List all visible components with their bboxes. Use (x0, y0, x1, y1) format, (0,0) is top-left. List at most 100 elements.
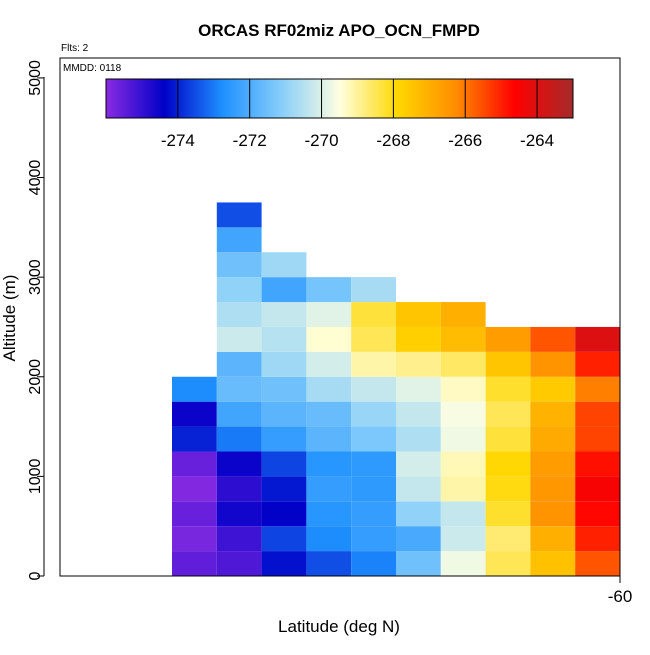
heatmap-cell (306, 326, 352, 352)
heatmap-cell (530, 401, 576, 427)
heatmap-cell (396, 326, 441, 352)
heatmap-cell (216, 526, 262, 552)
heatmap-cells (172, 202, 620, 576)
heatmap-cell (396, 551, 441, 576)
heatmap-cell (261, 376, 307, 402)
heatmap-cell (216, 326, 262, 352)
x-axis-label: Latitude (deg N) (278, 617, 400, 636)
heatmap-cell (261, 351, 307, 377)
heatmap-cell (261, 326, 307, 352)
heatmap-cell (440, 426, 486, 452)
heatmap-cell (396, 526, 441, 552)
heatmap-cell (306, 351, 352, 377)
heatmap-cell (172, 401, 217, 427)
y-axis: 0 1000 2000 3000 4000 5000 (27, 60, 45, 580)
heatmap-cell (216, 202, 262, 228)
y-tick-label: 1000 (27, 458, 44, 494)
heatmap-cell (530, 351, 576, 377)
heatmap-cell (216, 252, 262, 278)
heatmap-cell (306, 401, 352, 427)
heatmap-cell (172, 451, 217, 477)
heatmap-cell (261, 476, 307, 502)
heatmap-cell (485, 401, 531, 427)
heatmap-cell (396, 451, 441, 477)
heatmap-cell (530, 451, 576, 477)
heatmap-cell (351, 326, 396, 352)
heatmap-cell (530, 551, 576, 576)
y-tick-label: 2000 (27, 359, 44, 395)
heatmap-cell (485, 501, 531, 527)
heatmap-cell (575, 451, 620, 477)
heatmap-cell (530, 426, 576, 452)
heatmap-cell (216, 501, 262, 527)
heatmap-cell (396, 376, 441, 402)
heatmap-cell (575, 426, 620, 452)
heatmap-cell (530, 526, 576, 552)
heatmap-cell (485, 326, 531, 352)
heatmap-cell (216, 302, 262, 327)
heatmap-cell (396, 501, 441, 527)
heatmap-cell (306, 376, 352, 402)
x-tick-label: -60 (608, 587, 633, 606)
heatmap-cell (306, 302, 352, 327)
heatmap-cell (216, 451, 262, 477)
heatmap-cell (440, 451, 486, 477)
heatmap-cell (351, 351, 396, 377)
heatmap-cell (440, 551, 486, 576)
heatmap-cell (530, 376, 576, 402)
heatmap-cell (216, 476, 262, 502)
heatmap-cell (216, 351, 262, 377)
heatmap-cell (172, 476, 217, 502)
colorbar-tick-label: -268 (376, 131, 410, 150)
heatmap-cell (575, 526, 620, 552)
heatmap-cell (440, 376, 486, 402)
heatmap-cell (306, 501, 352, 527)
colorbar-tick-label: -270 (305, 131, 339, 150)
heatmap-cell (575, 476, 620, 502)
heatmap-cell (216, 277, 262, 303)
heatmap-cell (351, 376, 396, 402)
heatmap-cell (485, 426, 531, 452)
heatmap-cell (440, 526, 486, 552)
date-annotation: MMDD: 0118 (63, 63, 122, 74)
heatmap-cell (530, 326, 576, 352)
heatmap-cell (351, 476, 396, 502)
heatmap-cell (485, 376, 531, 402)
heatmap-cell (261, 526, 307, 552)
heatmap-cell (216, 551, 262, 576)
heatmap-cell (396, 426, 441, 452)
colorbar-tick-label: -274 (161, 131, 195, 150)
heatmap-cell (575, 326, 620, 352)
heatmap-cell (306, 277, 352, 303)
heatmap-cell (440, 351, 486, 377)
heatmap-cell (261, 451, 307, 477)
heatmap-cell (530, 476, 576, 502)
heatmap-cell (575, 501, 620, 527)
y-tick-label: 0 (27, 571, 44, 580)
heatmap-cell (306, 451, 352, 477)
heatmap-cell (485, 526, 531, 552)
heatmap-cell (351, 302, 396, 327)
colorbar-tick-label: -266 (448, 131, 482, 150)
heatmap-cell (216, 401, 262, 427)
heatmap-cell (485, 451, 531, 477)
y-tick-label: 5000 (27, 60, 44, 96)
heatmap-cell (351, 277, 396, 303)
heatmap-cell (396, 302, 441, 327)
colorbar-tick-label: -272 (233, 131, 267, 150)
heatmap-cell (261, 277, 307, 303)
heatmap-cell (306, 526, 352, 552)
heatmap-cell (216, 376, 262, 402)
colorbar-gradient (105, 78, 574, 119)
heatmap-cell (172, 526, 217, 552)
heatmap-cell (396, 401, 441, 427)
heatmap-cell (306, 476, 352, 502)
plot-frame (59, 57, 621, 577)
heatmap-cell (575, 401, 620, 427)
heatmap-cell (351, 426, 396, 452)
y-axis-label: Altitude (m) (0, 275, 19, 362)
heatmap-cell (172, 426, 217, 452)
heatmap-cell (440, 476, 486, 502)
